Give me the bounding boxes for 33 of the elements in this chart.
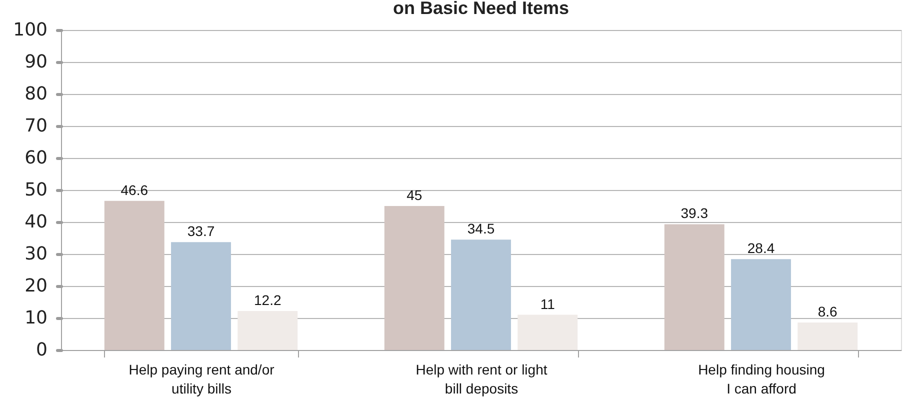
bar (451, 240, 511, 350)
data-label: 45 (406, 187, 422, 203)
data-label: 34.5 (467, 220, 495, 237)
y-tick-label: 60 (24, 148, 48, 168)
y-tick-label: 10 (24, 308, 48, 328)
data-label: 46.6 (120, 182, 148, 198)
y-tick-label: 30 (24, 244, 48, 264)
bar (731, 259, 791, 350)
bar (238, 310, 298, 350)
bar (104, 200, 164, 350)
data-label: 28.4 (747, 240, 775, 256)
bar (171, 242, 231, 350)
data-label: 12.2 (254, 292, 282, 308)
bar (518, 314, 578, 350)
y-tick-label: 80 (24, 84, 48, 104)
bar (664, 224, 724, 350)
y-tick-label: 100 (13, 20, 48, 40)
bar (384, 206, 444, 350)
x-tick-label: Help paying rent and/or utility bills (128, 362, 275, 396)
bar (798, 322, 858, 350)
data-label: 8.6 (818, 303, 838, 320)
y-tick-label: 90 (24, 52, 48, 72)
y-tick-label: 50 (24, 180, 48, 200)
y-tick-label: 40 (24, 212, 48, 232)
y-tick-label: 20 (24, 276, 48, 296)
data-label: 11 (540, 296, 556, 312)
data-label: 33.7 (187, 223, 215, 240)
chart-title: on Basic Need Items (392, 0, 570, 18)
data-label: 39.3 (680, 205, 708, 222)
x-tick-label: Help finding housing I can afford (698, 362, 825, 396)
y-tick-label: 0 (36, 340, 48, 360)
y-tick-label: 70 (24, 116, 48, 136)
x-tick-label: Help with rent or light bill deposits (416, 362, 548, 396)
